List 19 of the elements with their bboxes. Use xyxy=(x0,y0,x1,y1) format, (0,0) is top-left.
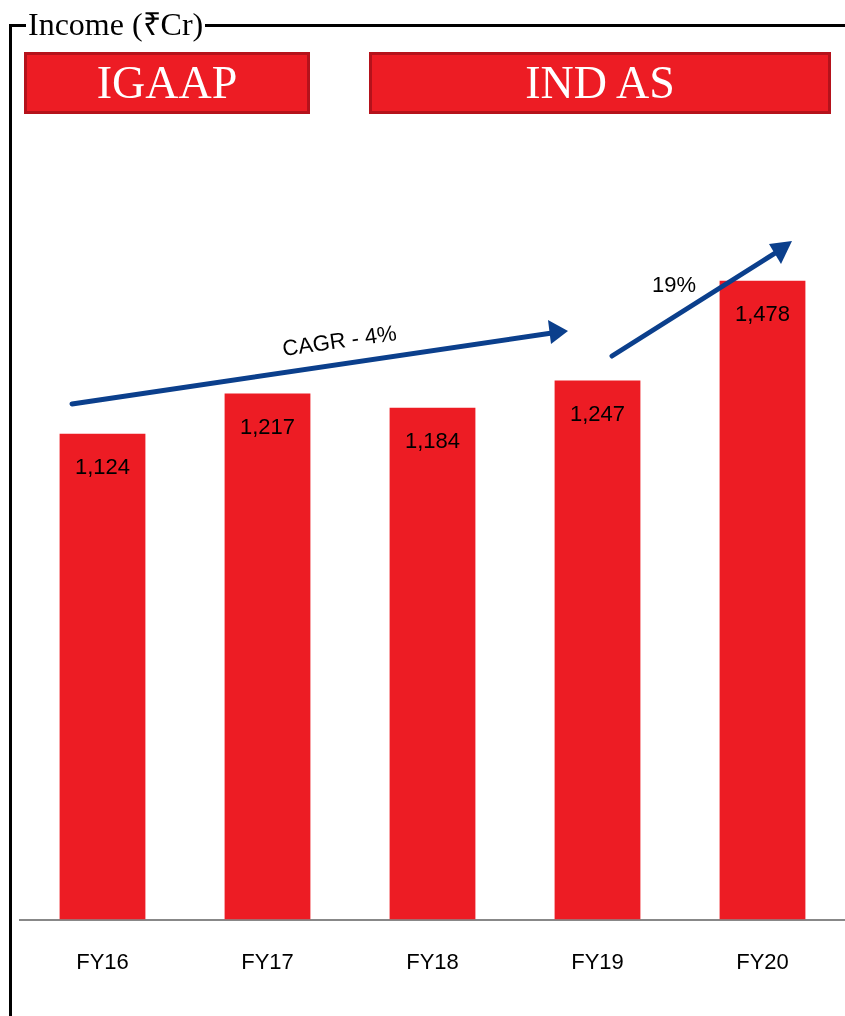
bar xyxy=(389,407,476,920)
x-tick-label: FY18 xyxy=(406,948,459,974)
data-label: 1,124 xyxy=(74,453,131,479)
bar xyxy=(59,433,146,920)
x-tick-label: FY16 xyxy=(76,948,129,974)
data-label: 1,478 xyxy=(734,300,791,326)
bar xyxy=(554,380,641,920)
bar xyxy=(224,393,311,920)
data-label: 1,184 xyxy=(404,427,461,453)
annotation: CAGR - 4% xyxy=(280,320,399,362)
annotation: 19% xyxy=(652,272,697,298)
data-label: 1,247 xyxy=(569,400,626,426)
x-tick-label: FY19 xyxy=(571,948,624,974)
x-tick-label: FY20 xyxy=(736,948,789,974)
data-label: 1,217 xyxy=(239,413,296,439)
x-tick-label: FY17 xyxy=(241,948,294,974)
text: IND AS xyxy=(369,52,831,114)
text: IGAAP xyxy=(24,52,310,114)
chart-title: Income (₹Cr) xyxy=(26,4,206,44)
